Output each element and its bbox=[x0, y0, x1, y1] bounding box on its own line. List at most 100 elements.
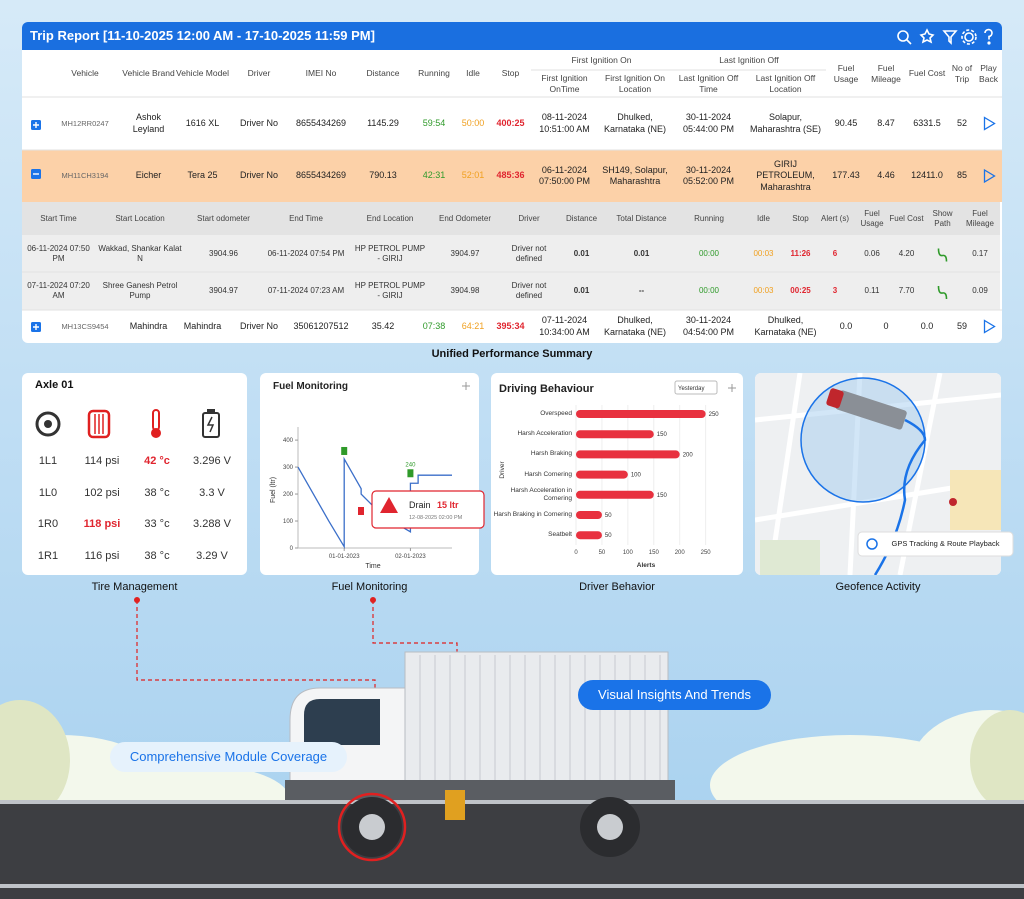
detail-cell: 00:03 bbox=[753, 248, 774, 258]
bar bbox=[576, 490, 654, 499]
detail-cell: 06-11-2024 07:54 PM bbox=[267, 248, 345, 258]
tire-cell: 114 psi bbox=[84, 455, 120, 468]
tire-cell: 102 psi bbox=[84, 486, 120, 499]
detail-cell: 0.06 bbox=[864, 248, 880, 258]
column-header: Vehicle Brand bbox=[122, 68, 175, 79]
detail-cell: Shree Ganesh Petrol Pump bbox=[102, 281, 178, 300]
category-label: Harsh Acceleration bbox=[517, 430, 572, 438]
detail-header: Start Location bbox=[115, 213, 165, 223]
x-tick-label: 01-01-2023 bbox=[329, 554, 360, 560]
detail-cell: 00:03 bbox=[753, 286, 774, 295]
detail-cell: 11:26 bbox=[790, 248, 811, 258]
table-cell: Mahindra bbox=[129, 320, 168, 331]
road-edge bbox=[0, 800, 1024, 804]
badge-label: GPS Tracking & Route Playback bbox=[891, 539, 1000, 549]
column-header: No of Trip bbox=[951, 62, 973, 84]
bar bbox=[576, 450, 680, 459]
tire-cell: 38 °c bbox=[144, 486, 170, 499]
table-cell: 30-11-2024 05:52:00 PM bbox=[682, 164, 735, 186]
table-cell: 0.0 bbox=[839, 320, 853, 331]
column-header: Fuel Mileage bbox=[871, 62, 901, 84]
table-cell: SH149, Solapur, Maharashtra bbox=[602, 164, 668, 186]
y-axis-label: Fuel (ltr) bbox=[270, 477, 277, 503]
bar bbox=[576, 511, 602, 519]
detail-cell: 0.09 bbox=[972, 286, 988, 295]
table-cell: Dhulked, Karnataka (NE) bbox=[603, 315, 667, 337]
table-cell: 790.13 bbox=[369, 170, 397, 181]
play-button[interactable] bbox=[983, 116, 996, 131]
column-header: Last Ignition Off Time bbox=[678, 72, 739, 94]
table-cell: 08-11-2024 10:51:00 AM bbox=[539, 112, 590, 134]
card-caption: Geofence Activity bbox=[835, 581, 921, 594]
table-cell: GIRIJ PETROLEUM, Maharashtra bbox=[756, 159, 815, 192]
play-button[interactable] bbox=[983, 168, 996, 184]
detail-header: End Odometer bbox=[438, 213, 492, 223]
chart-title: Fuel Monitoring bbox=[273, 381, 348, 392]
detail-header: Idle bbox=[757, 213, 770, 223]
tire-cell: 1L0 bbox=[38, 486, 58, 499]
detail-cell: 00:00 bbox=[698, 248, 720, 258]
table-cell: 52 bbox=[956, 117, 967, 128]
table-cell: Driver No bbox=[239, 117, 278, 128]
tire-cell: 33 °c bbox=[144, 518, 170, 531]
table-cell: MH12RR0247 bbox=[61, 118, 109, 128]
y-tick-label: 400 bbox=[283, 438, 294, 444]
y-axis-label: Driver bbox=[499, 461, 506, 479]
show-path-icon[interactable] bbox=[937, 248, 948, 262]
refuel-marker bbox=[407, 469, 414, 478]
filter-dropdown[interactable] bbox=[674, 380, 718, 395]
detail-cell: 3 bbox=[832, 286, 838, 295]
x-tick-label: 200 bbox=[675, 550, 686, 556]
bar bbox=[576, 410, 706, 418]
detail-header: Fuel Usage bbox=[860, 208, 884, 228]
x-axis-label: Alerts bbox=[637, 562, 656, 569]
detail-header: Start Time bbox=[40, 213, 77, 223]
detail-cell: 0.01 bbox=[573, 286, 590, 295]
annotation: Drain bbox=[409, 500, 431, 510]
table-cell: 35.42 bbox=[371, 320, 395, 331]
tire-cell: 3.296 V bbox=[193, 455, 231, 468]
column-header: Idle bbox=[466, 68, 480, 79]
table-cell: 90.45 bbox=[834, 117, 858, 128]
x-tick-label: 02-01-2023 bbox=[395, 554, 426, 560]
table-cell: 12411.0 bbox=[911, 170, 943, 181]
table-cell: 485:36 bbox=[496, 170, 525, 181]
expand-buttons[interactable] bbox=[31, 120, 41, 332]
y-tick-label: 300 bbox=[283, 465, 294, 471]
group-header: First Ignition On bbox=[571, 54, 632, 65]
detail-cell: 3904.98 bbox=[450, 286, 480, 295]
column-header: Fuel Cost bbox=[908, 68, 946, 79]
detail-cell: 4.20 bbox=[898, 248, 915, 258]
table-cell: 395:34 bbox=[496, 320, 525, 331]
banner-pill bbox=[578, 680, 771, 710]
report-header-bar bbox=[22, 22, 1002, 50]
tire-icons bbox=[35, 409, 220, 439]
table-cell: 1145.29 bbox=[367, 117, 399, 128]
section-caption: Unified Performance Summary bbox=[431, 348, 593, 361]
annotation: 240 bbox=[405, 462, 416, 468]
table-cell: 8655434269 bbox=[295, 170, 347, 181]
table-cell: Mahindra bbox=[183, 320, 222, 331]
show-path-icon[interactable] bbox=[937, 285, 948, 300]
table-cell: Solapur, Maharashtra (SE) bbox=[749, 112, 822, 134]
table-cell: 64:21 bbox=[461, 320, 485, 331]
table-cell: Tera 25 bbox=[187, 170, 218, 181]
x-tick-label: 0 bbox=[574, 550, 578, 556]
detail-header: Start odometer bbox=[197, 213, 250, 223]
x-tick-label: 150 bbox=[649, 550, 660, 556]
x-tick-label: 100 bbox=[623, 550, 634, 556]
table-cell: 400:25 bbox=[496, 117, 525, 128]
play-button[interactable] bbox=[983, 319, 996, 334]
map bbox=[755, 373, 1001, 575]
road bbox=[0, 800, 1024, 899]
table-cell: Driver No bbox=[239, 320, 278, 331]
fuel-line bbox=[297, 456, 452, 549]
header-icons[interactable] bbox=[897, 28, 993, 45]
details-header bbox=[22, 202, 1000, 235]
badge bbox=[857, 531, 1014, 557]
detail-header: Alert (s) bbox=[821, 213, 849, 223]
move-icons[interactable] bbox=[462, 382, 736, 392]
detail-cell: -- bbox=[638, 286, 645, 295]
group-header: Last Ignition Off bbox=[719, 54, 779, 65]
table-cell: Ashok Leyland bbox=[132, 112, 165, 134]
